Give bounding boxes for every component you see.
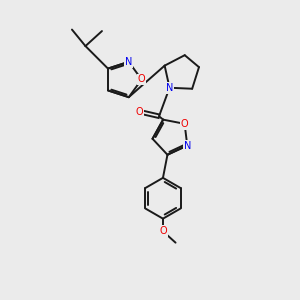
- Text: N: N: [184, 140, 191, 151]
- Text: N: N: [125, 57, 132, 67]
- Text: O: O: [136, 107, 143, 117]
- Text: N: N: [166, 83, 173, 93]
- Text: O: O: [181, 119, 188, 129]
- Text: O: O: [138, 74, 146, 85]
- Text: O: O: [159, 226, 167, 236]
